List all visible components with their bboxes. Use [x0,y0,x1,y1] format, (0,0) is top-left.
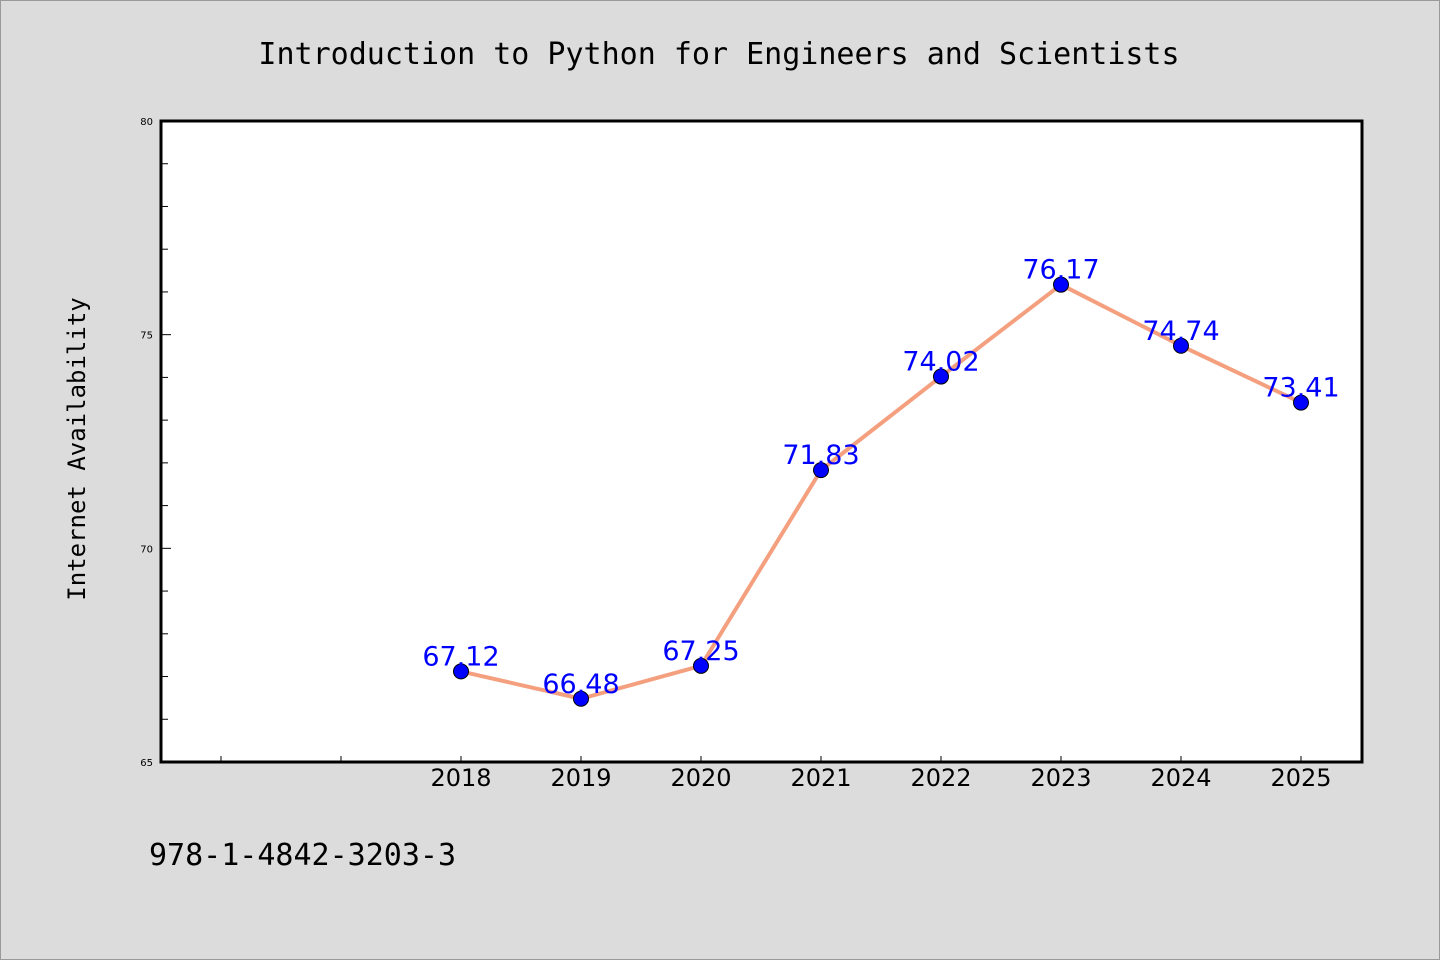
data-points [453,276,1309,707]
data-point [453,663,469,680]
chart-title: Introduction to Python for Engineers and… [258,37,1179,72]
y-axis-ticks: 65 70 75 80 [140,117,171,769]
y-tick-label: 70 [140,544,153,555]
y-tick-label: 65 [140,758,153,769]
data-point [693,657,709,674]
data-label: 71.83 [782,440,859,471]
data-label: 66.48 [542,669,619,700]
data-point [1053,276,1069,293]
isbn-label: 978-1-4842-3203-3 [149,838,456,873]
data-point [813,462,829,479]
x-axis-ticks: 2018 2019 2020 2021 2022 2023 2024 2025 [220,756,1332,792]
data-label: 74.02 [902,347,979,378]
data-point [573,690,589,707]
y-axis-label: Internet Availability [63,297,91,600]
series-polyline [459,282,1303,701]
x-tick-label: 2019 [550,764,611,792]
y-tick-label: 75 [140,331,153,342]
x-tick-label: 2022 [910,764,971,792]
data-label: 74.74 [1142,316,1219,347]
data-label: 67.25 [662,636,739,667]
data-point [933,368,949,385]
x-tick-label: 2024 [1150,764,1211,792]
x-tick-label: 2023 [1030,764,1091,792]
data-point [1293,394,1309,411]
x-tick-label: 2025 [1270,764,1331,792]
x-tick-label: 2020 [670,764,731,792]
x-tick-label: 2021 [790,764,851,792]
data-label: 73.41 [1262,373,1339,404]
data-labels: 67.12 66.48 67.25 71.83 74.02 76.17 74.74 73.41 [422,255,1339,700]
x-tick-label: 2018 [430,764,491,792]
y-tick-label: 80 [140,117,153,128]
series-line [459,282,1303,701]
data-label: 67.12 [422,641,499,672]
plot-area [159,119,1364,764]
data-label: 76.17 [1022,255,1099,286]
data-point [1173,337,1189,354]
